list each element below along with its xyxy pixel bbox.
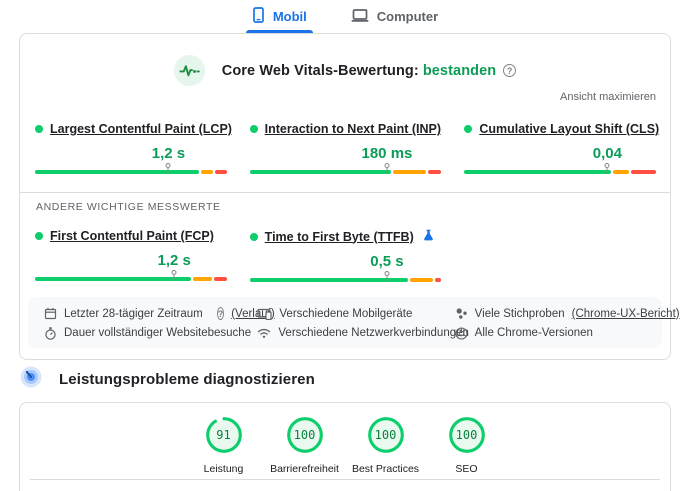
phone-icon xyxy=(252,7,265,26)
footer-info-item: Letzter 28-tägiger Zeitraum ? (Verlauf) xyxy=(44,307,275,321)
cwv-footer: Letzter 28-tägiger Zeitraum ? (Verlauf) … xyxy=(28,297,680,348)
footer-info-text: Verschiedene Mobilgeräte xyxy=(279,307,413,320)
timer-icon xyxy=(44,327,57,340)
metric-status-dot xyxy=(249,232,258,241)
score-label: Best Practices xyxy=(351,463,420,475)
metric: Time to First Byte (TTFB) 0,5 s xyxy=(249,229,442,283)
score-value: 100 xyxy=(374,428,397,442)
tab-desktop[interactable]: Computer xyxy=(347,0,442,33)
metric-marker xyxy=(384,163,390,173)
score-label: Leistung xyxy=(203,463,244,475)
metric: Interaction to Next Paint (INP) 180 ms xyxy=(249,122,442,175)
score-label: Barrierefreiheit xyxy=(270,463,339,475)
metric-status-dot xyxy=(464,125,473,133)
cwv-status: bestanden xyxy=(422,62,497,79)
device-tabbar: Mobil Computer xyxy=(0,0,690,33)
score-value: 100 xyxy=(455,428,478,442)
metric-name-link[interactable]: Time to First Byte (TTFB) xyxy=(264,229,414,244)
metric-marker xyxy=(384,271,390,281)
experimental-flask-icon xyxy=(423,229,434,244)
footer-info-item: Verschiedene Mobilgeräte xyxy=(257,308,454,320)
network-icon xyxy=(257,327,271,339)
footer-info-link[interactable]: (Chrome-UX-Bericht) xyxy=(571,307,680,320)
footer-info-item: Alle Chrome-Versionen xyxy=(455,327,656,340)
cwv-title: Core Web Vitals-Bewertung: bestanden? xyxy=(222,62,517,79)
metric-value: 1,2 s xyxy=(157,252,191,269)
metric-distribution-bar xyxy=(249,162,442,175)
metric: First Contentful Paint (FCP) 1,2 s xyxy=(35,229,227,283)
metric-marker xyxy=(165,163,171,173)
metric-name-link[interactable]: Cumulative Layout Shift (CLS) xyxy=(479,122,660,136)
footer-info-text: Letzter 28-tägiger Zeitraum xyxy=(64,307,203,320)
metric-distribution-bar xyxy=(464,162,657,175)
other-metrics-label: ANDERE WICHTIGE MESSWERTE xyxy=(36,201,221,213)
footer-info-item: Verschiedene Netzwerkverbindungen xyxy=(257,327,469,339)
footer-info-text: Alle Chrome-Versionen xyxy=(474,327,593,340)
score-gauge[interactable]: 100 Barrierefreiheit xyxy=(264,416,345,475)
tab-mobile[interactable]: Mobil xyxy=(245,0,313,33)
footer-info-item: Viele Stichproben (Chrome-UX-Bericht) xyxy=(455,307,680,320)
diagnose-title: Leistungsprobleme diagnostizieren xyxy=(59,371,315,388)
calendar-icon xyxy=(44,307,57,320)
devices-icon xyxy=(257,308,272,320)
cwv-metrics-row: Largest Contentful Paint (LCP) 1,2 s Int… xyxy=(35,122,659,175)
metric-value: 0,5 s xyxy=(370,253,404,270)
score-gauges-row: 91 Leistung 100 Barrierefreiheit 100 Bes… xyxy=(20,416,670,475)
pulse-icon xyxy=(173,55,205,86)
tab-mobile-label: Mobil xyxy=(272,9,307,24)
lighthouse-scores-card: 91 Leistung 100 Barrierefreiheit 100 Bes… xyxy=(19,402,671,491)
samples-icon xyxy=(455,307,468,320)
metric-status-dot xyxy=(249,125,258,133)
diagnose-section-header: Leistungsprobleme diagnostizieren xyxy=(20,366,315,393)
section-divider xyxy=(20,192,670,193)
gauge-icon xyxy=(20,366,42,393)
metric-name-link[interactable]: First Contentful Paint (FCP) xyxy=(50,229,214,243)
help-icon[interactable]: ? xyxy=(503,64,517,78)
metric-distribution-bar xyxy=(249,270,442,283)
metric: Cumulative Layout Shift (CLS) 0,04 xyxy=(464,122,659,175)
metric: Largest Contentful Paint (LCP) 1,2 s xyxy=(35,122,232,175)
other-metrics-row: First Contentful Paint (FCP) 1,2 s Time … xyxy=(35,229,655,283)
score-value: 100 xyxy=(293,428,316,442)
metric-name-link[interactable]: Largest Contentful Paint (LCP) xyxy=(50,122,232,136)
score-gauge[interactable]: 100 Best Practices xyxy=(345,416,426,475)
metric-value: 180 ms xyxy=(361,145,413,162)
metric-marker xyxy=(171,270,177,280)
cwv-header: Core Web Vitals-Bewertung: bestanden? xyxy=(20,55,670,86)
metric-value: 1,2 s xyxy=(151,145,186,162)
metric-status-dot xyxy=(35,125,43,133)
metric-distribution-bar xyxy=(35,269,227,282)
tab-desktop-label: Computer xyxy=(376,9,439,24)
score-label: SEO xyxy=(455,463,478,475)
chrome-icon xyxy=(455,327,468,340)
score-value: 91 xyxy=(216,428,231,442)
score-gauge[interactable]: 91 Leistung xyxy=(183,416,264,475)
metric-distribution-bar xyxy=(35,162,227,175)
scores-divider xyxy=(30,479,660,480)
help-icon[interactable]: ? xyxy=(216,307,225,321)
metric-status-dot xyxy=(35,232,43,240)
footer-info-text: Viele Stichproben xyxy=(474,307,565,320)
laptop-icon xyxy=(351,8,369,26)
footer-info-item: Dauer vollständiger Websitebesuche xyxy=(44,327,257,340)
metric-value: 0,04 xyxy=(592,145,622,162)
metric-marker xyxy=(604,163,610,173)
footer-info-text: Verschiedene Netzwerkverbindungen xyxy=(278,327,469,340)
metric-name-link[interactable]: Interaction to Next Paint (INP) xyxy=(264,122,442,136)
core-web-vitals-card: Core Web Vitals-Bewertung: bestanden? Ans… xyxy=(19,33,680,360)
footer-info-text: Dauer vollständiger Websitebesuche xyxy=(64,327,252,340)
expand-view-button[interactable]: Ansicht maximieren xyxy=(560,91,656,103)
score-gauge[interactable]: 100 SEO xyxy=(426,416,507,475)
